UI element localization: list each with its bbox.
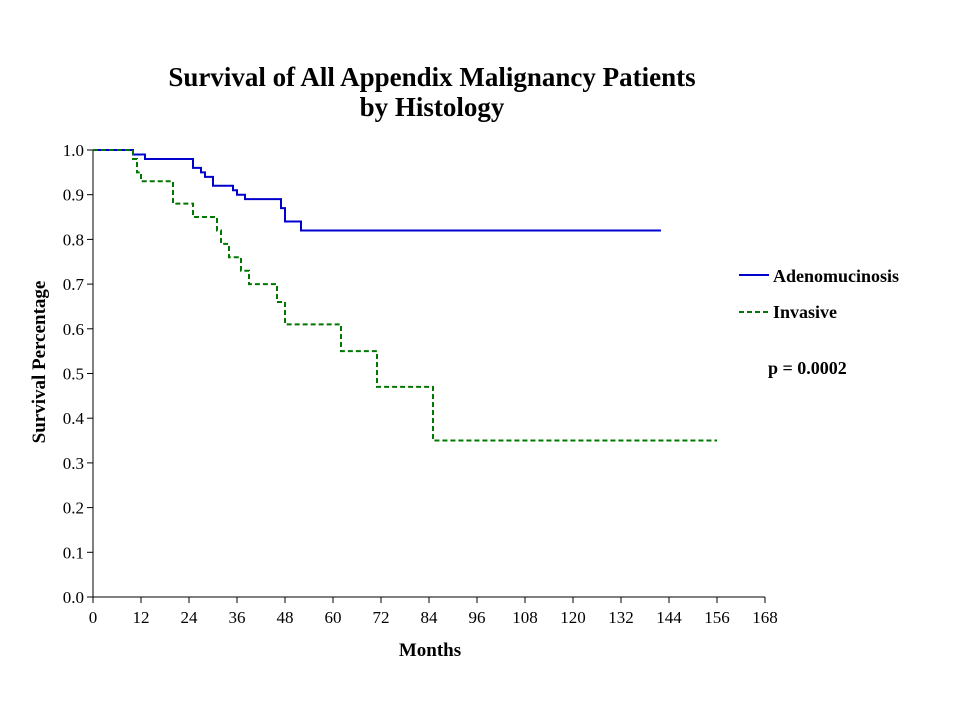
x-tick-label: 108	[512, 608, 538, 627]
series-line-adenomucinosis	[93, 149, 661, 232]
legend-label-invasive: Invasive	[773, 302, 837, 322]
axes	[92, 150, 765, 598]
y-tick-label: 0.3	[63, 454, 84, 473]
x-tick-label: 132	[608, 608, 634, 627]
y-axis-ticks: 0.0 0.1 0.2 0.3 0.4 0.5 0.6 0.7 0.8 0.9 1.0	[63, 141, 93, 607]
y-tick-label: 0.6	[63, 320, 84, 339]
x-tick-label: 60	[325, 608, 342, 627]
x-tick-label: 36	[229, 608, 246, 627]
y-tick-label: 0.2	[63, 499, 84, 518]
x-tick-label: 168	[752, 608, 778, 627]
x-tick-label: 72	[373, 608, 390, 627]
p-value-annotation: p = 0.0002	[768, 358, 847, 378]
chart-subtitle: by Histology	[359, 92, 505, 122]
legend: Adenomucinosis Invasive	[739, 266, 899, 322]
y-tick-label: 0.5	[63, 365, 84, 384]
y-tick-label: 0.8	[63, 230, 84, 249]
series-line-invasive	[93, 149, 717, 442]
series-layer	[93, 149, 717, 442]
y-tick-label: 0.9	[63, 186, 84, 205]
x-tick-label: 156	[704, 608, 730, 627]
x-tick-label: 84	[421, 608, 439, 627]
x-tick-label: 96	[469, 608, 486, 627]
x-tick-label: 48	[277, 608, 294, 627]
x-tick-label: 0	[89, 608, 98, 627]
x-tick-label: 144	[656, 608, 682, 627]
x-tick-label: 24	[181, 608, 199, 627]
y-tick-label: 0.1	[63, 543, 84, 562]
legend-label-adenomucinosis: Adenomucinosis	[773, 266, 899, 286]
chart-title: Survival of All Appendix Malignancy Pati…	[168, 62, 696, 92]
y-tick-label: 0.0	[63, 588, 84, 607]
x-axis-ticks: 0 12 24 36 48 60 72 84 96 108 120 132 144 156 168	[89, 597, 778, 627]
x-axis-label: Months	[399, 640, 461, 661]
y-tick-label: 0.4	[63, 409, 85, 428]
x-tick-label: 12	[133, 608, 150, 627]
y-axis-label: Survival Percentage	[29, 281, 50, 444]
y-tick-label: 1.0	[63, 141, 84, 160]
y-tick-label: 0.7	[63, 275, 85, 294]
x-tick-label: 120	[560, 608, 586, 627]
